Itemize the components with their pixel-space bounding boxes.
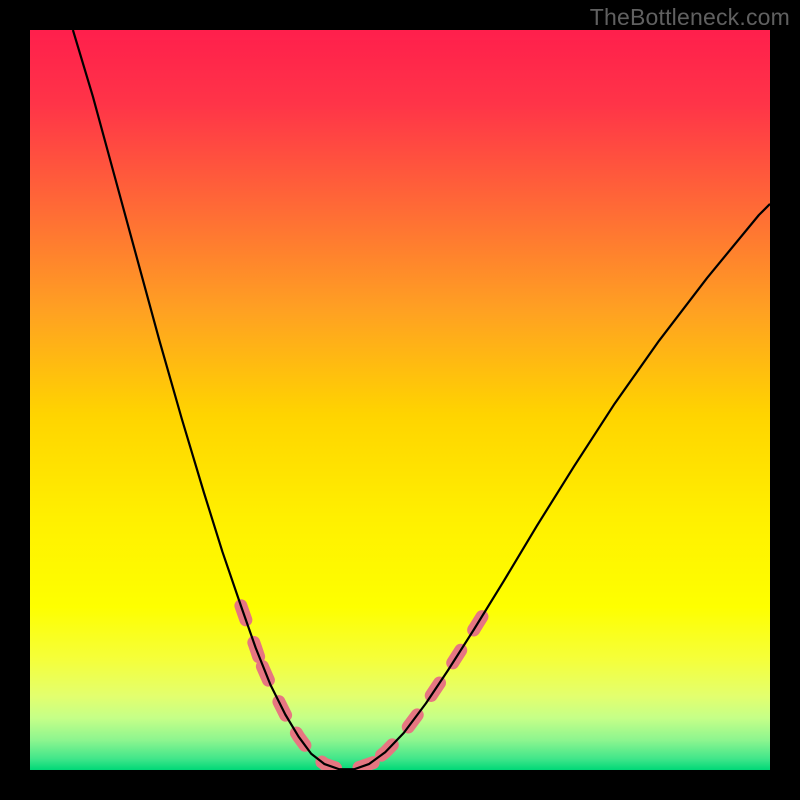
plot-background-gradient — [30, 30, 770, 770]
bottleneck-chart — [0, 0, 800, 800]
chart-stage: TheBottleneck.com — [0, 0, 800, 800]
